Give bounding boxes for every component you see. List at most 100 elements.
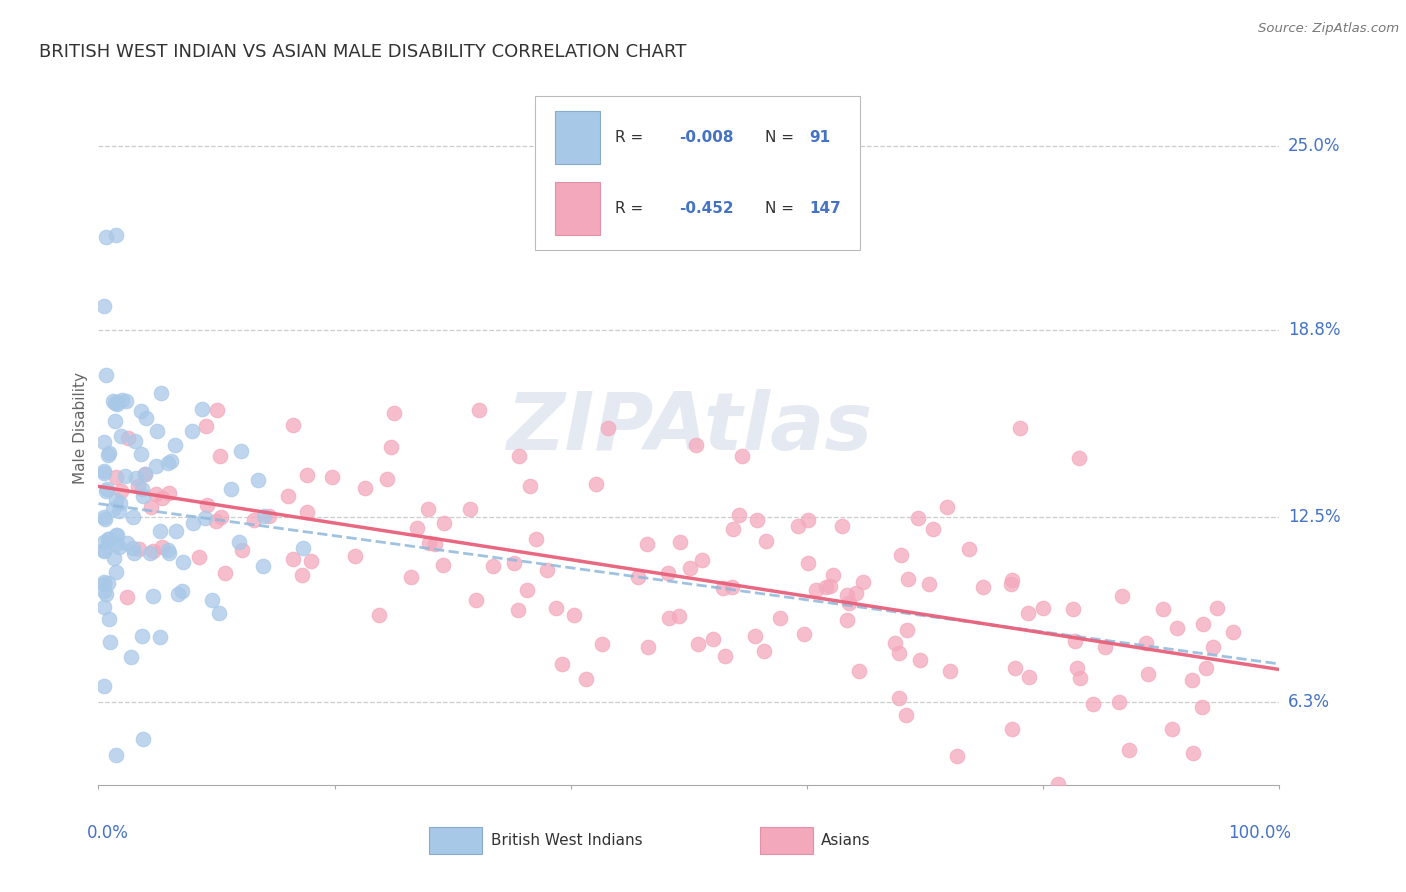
Point: [104, 470, 127, 484]
Point: [458, 502, 481, 516]
Point: [277, 489, 299, 503]
Point: [889, 691, 911, 706]
Point: [353, 481, 375, 495]
Point: [104, 492, 127, 507]
Point: [157, 542, 180, 557]
Point: [796, 556, 818, 570]
Point: [1136, 666, 1159, 681]
Point: [228, 534, 250, 549]
Point: [883, 636, 905, 650]
Point: [96, 482, 118, 496]
Point: [1118, 743, 1140, 757]
Point: [727, 508, 749, 523]
Point: [848, 664, 870, 678]
Point: [97, 449, 120, 463]
Text: Asians: Asians: [821, 833, 870, 848]
Point: [636, 537, 658, 551]
Point: [93, 435, 115, 450]
Point: [922, 522, 945, 536]
Point: [502, 556, 524, 570]
Point: [591, 637, 613, 651]
Point: [138, 546, 160, 560]
Point: [145, 458, 167, 473]
Point: [1000, 577, 1022, 591]
Point: [897, 573, 920, 587]
Point: [103, 551, 125, 566]
Point: [406, 521, 429, 535]
Text: British West Indians: British West Indians: [491, 833, 643, 848]
Point: [149, 631, 172, 645]
Point: [524, 532, 547, 546]
Point: [1083, 697, 1105, 711]
Text: ZIPAtlas: ZIPAtlas: [506, 389, 872, 467]
Point: [1160, 722, 1182, 736]
Point: [105, 527, 128, 541]
Point: [686, 637, 709, 651]
Point: [894, 707, 917, 722]
Point: [96, 229, 118, 244]
Point: [94, 368, 117, 383]
Point: [131, 483, 153, 497]
Point: [129, 404, 152, 418]
Point: [416, 502, 439, 516]
Point: [205, 403, 228, 417]
Point: [711, 581, 734, 595]
Point: [205, 514, 228, 528]
Point: [134, 467, 156, 481]
Point: [209, 449, 232, 463]
Point: [195, 498, 218, 512]
Point: [702, 632, 724, 646]
Point: [93, 543, 115, 558]
Point: [1062, 601, 1084, 615]
Point: [1166, 621, 1188, 635]
Point: [658, 610, 681, 624]
Point: [721, 522, 744, 536]
Point: [94, 484, 117, 499]
Point: [769, 611, 792, 625]
Point: [93, 574, 115, 589]
Point: [142, 589, 165, 603]
Text: 0.0%: 0.0%: [87, 824, 128, 842]
Text: 12.5%: 12.5%: [1288, 508, 1340, 526]
Point: [299, 554, 322, 568]
Point: [157, 457, 180, 471]
Point: [188, 549, 211, 564]
Point: [575, 673, 598, 687]
Point: [896, 623, 918, 637]
Point: [190, 402, 212, 417]
Point: [131, 629, 153, 643]
Point: [252, 558, 274, 573]
Point: [93, 543, 115, 558]
Point: [516, 582, 538, 597]
Point: [127, 479, 149, 493]
Point: [508, 449, 530, 463]
Point: [253, 509, 276, 524]
Point: [101, 501, 124, 516]
Point: [157, 545, 180, 559]
Point: [122, 510, 145, 524]
Point: [585, 476, 607, 491]
Point: [465, 592, 488, 607]
Text: 100.0%: 100.0%: [1229, 824, 1291, 842]
Point: [1202, 640, 1225, 654]
Point: [793, 626, 815, 640]
Point: [1066, 661, 1088, 675]
Point: [714, 648, 737, 663]
Text: 25.0%: 25.0%: [1288, 136, 1340, 154]
Point: [135, 411, 157, 425]
Text: N =: N =: [765, 130, 799, 145]
Point: [93, 512, 115, 526]
Point: [114, 468, 136, 483]
Point: [98, 635, 121, 649]
Point: [380, 440, 402, 454]
Point: [283, 418, 305, 433]
Point: [806, 583, 828, 598]
Point: [368, 607, 391, 622]
Point: [657, 566, 679, 580]
Point: [93, 599, 115, 614]
Point: [131, 446, 153, 460]
Point: [1181, 746, 1204, 760]
Point: [97, 532, 120, 546]
Point: [1047, 776, 1070, 790]
Point: [820, 579, 842, 593]
